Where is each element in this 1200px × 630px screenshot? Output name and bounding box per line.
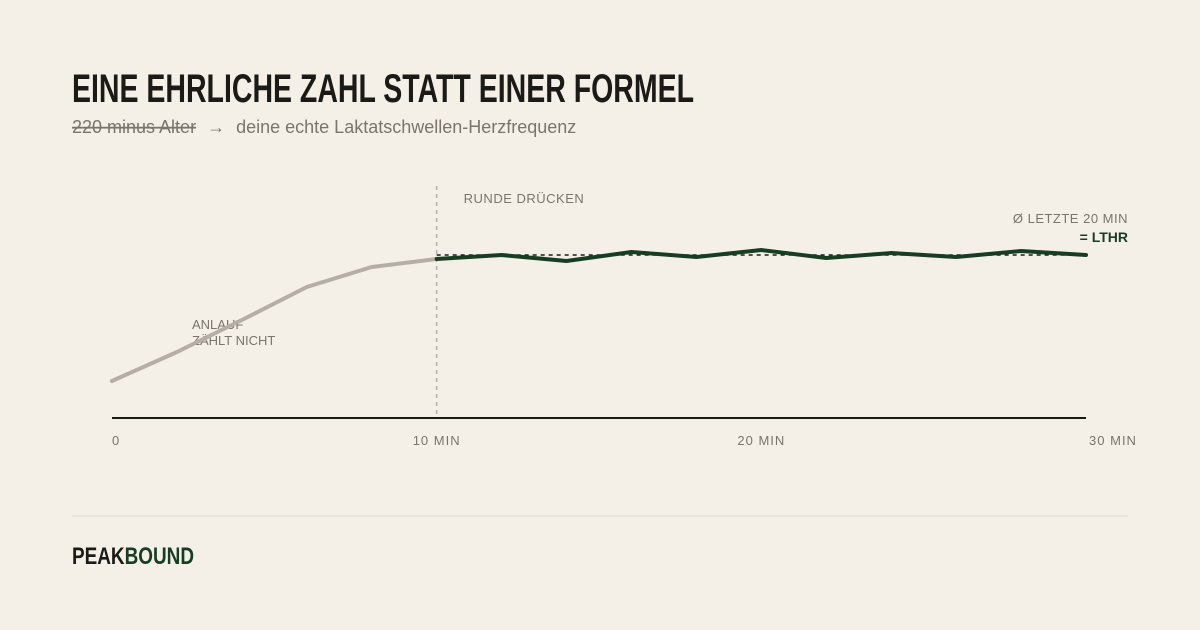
lap-annotation: RUNDE DRÜCKEN bbox=[464, 191, 585, 206]
subtitle-old: 220 minus Alter bbox=[72, 117, 196, 137]
subtitle-new: deine echte Laktatschwellen-Herzfrequenz bbox=[236, 117, 576, 137]
x-tick-label: 0 bbox=[112, 433, 120, 448]
reference-sublabel: = LTHR bbox=[1080, 229, 1128, 245]
series-line bbox=[434, 248, 1088, 263]
warmup-annotation: ANLAUF bbox=[192, 317, 243, 332]
subtitle-arrow: → bbox=[207, 117, 225, 137]
warmup-annotation: ZÄHLT NICHT bbox=[192, 333, 275, 348]
subtitle: 220 minus Alter → deine echte Laktatschw… bbox=[72, 117, 576, 137]
x-tick-label: 20 MIN bbox=[737, 433, 785, 448]
brand: PEAKBOUND bbox=[72, 543, 194, 570]
plot: 0 10 MIN 20 MIN 30 MIN RUNDE DRÜCKEN ANLAUFZÄ… bbox=[110, 186, 1137, 448]
chart-title: EINE EHRLICHE ZAHL STATT EINER FORMEL bbox=[72, 67, 694, 111]
brand-first: PEAK bbox=[72, 543, 125, 570]
series-line bbox=[110, 257, 439, 383]
x-tick-label: 10 MIN bbox=[413, 433, 461, 448]
reference-label: Ø LETZTE 20 MIN bbox=[1013, 211, 1128, 226]
x-tick-label: 30 MIN bbox=[1089, 433, 1137, 448]
brand-second: BOUND bbox=[125, 543, 194, 570]
